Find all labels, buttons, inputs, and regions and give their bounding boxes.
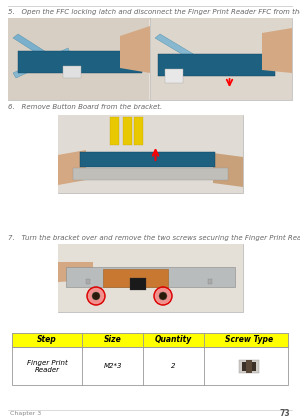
Polygon shape xyxy=(13,48,70,78)
Text: 7.   Turn the bracket over and remove the two screws securing the Finger Print R: 7. Turn the bracket over and remove the … xyxy=(8,235,300,241)
Bar xyxy=(58,244,243,312)
Text: Screw Type: Screw Type xyxy=(225,336,273,344)
Text: 6.   Remove Button Board from the bracket.: 6. Remove Button Board from the bracket. xyxy=(8,104,162,110)
Polygon shape xyxy=(155,34,210,68)
Bar xyxy=(123,117,132,145)
Text: Size: Size xyxy=(104,336,122,344)
Polygon shape xyxy=(13,34,68,70)
Polygon shape xyxy=(213,153,243,187)
Bar xyxy=(151,18,292,100)
Polygon shape xyxy=(58,262,93,282)
Bar xyxy=(239,360,259,373)
Text: Finger Print
Reader: Finger Print Reader xyxy=(27,360,68,373)
Bar xyxy=(110,117,119,145)
Text: 73: 73 xyxy=(279,409,290,417)
Bar xyxy=(8,18,149,100)
Circle shape xyxy=(92,292,100,300)
Bar xyxy=(103,269,168,287)
Polygon shape xyxy=(58,150,86,185)
Text: 5.   Open the FFC locking latch and disconnect the Finger Print Reader FFC from : 5. Open the FFC locking latch and discon… xyxy=(8,9,300,15)
Polygon shape xyxy=(120,26,150,73)
Bar xyxy=(8,18,292,100)
Bar xyxy=(18,51,142,73)
Bar xyxy=(246,360,252,373)
Bar xyxy=(242,362,256,371)
Bar xyxy=(12,333,288,347)
Text: 2: 2 xyxy=(171,363,176,369)
Bar xyxy=(80,152,215,167)
Bar xyxy=(58,244,243,312)
Circle shape xyxy=(87,287,105,305)
Bar xyxy=(165,69,183,83)
Bar xyxy=(63,66,81,78)
Bar xyxy=(158,54,275,76)
Bar xyxy=(58,115,243,193)
Bar xyxy=(66,267,235,287)
Bar xyxy=(58,115,243,193)
Text: Quantity: Quantity xyxy=(155,336,192,344)
Circle shape xyxy=(154,287,172,305)
Bar xyxy=(134,117,143,145)
Circle shape xyxy=(159,292,167,300)
Polygon shape xyxy=(262,28,292,73)
Bar xyxy=(73,168,228,180)
Bar xyxy=(130,278,146,290)
Text: M2*3: M2*3 xyxy=(103,363,122,369)
Text: Chapter 3: Chapter 3 xyxy=(10,410,41,415)
Bar xyxy=(12,333,288,385)
Bar xyxy=(208,279,212,284)
Bar xyxy=(86,279,90,284)
Text: Step: Step xyxy=(37,336,57,344)
